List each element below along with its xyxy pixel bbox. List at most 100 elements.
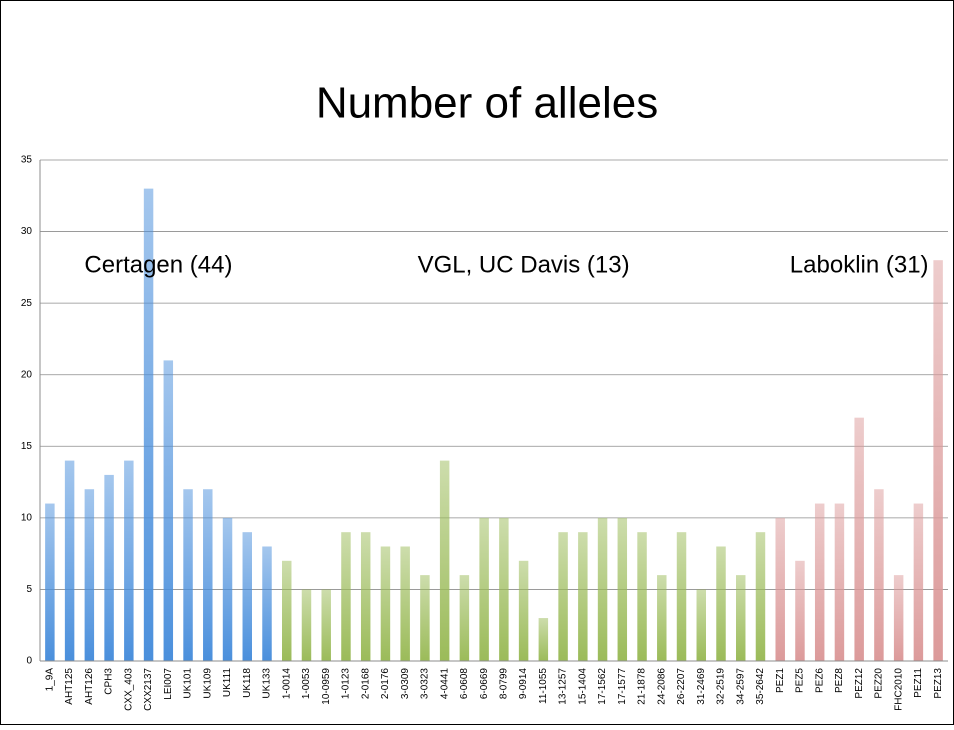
bar <box>538 618 549 661</box>
bar <box>282 560 292 661</box>
y-tick-label: 20 <box>21 369 33 380</box>
bar <box>242 532 252 661</box>
bar <box>341 532 351 661</box>
bar <box>45 503 55 661</box>
x-tick-label: CXX_403 <box>123 668 134 711</box>
x-tick-label: 1-0123 <box>341 668 352 700</box>
y-tick-label: 15 <box>21 441 33 452</box>
x-tick-label: UK101 <box>183 668 194 699</box>
x-tick-label: UK109 <box>202 668 213 699</box>
bar <box>183 489 193 661</box>
bar <box>420 575 430 661</box>
group-label: VGL, UC Davis (13) <box>418 251 630 278</box>
x-tick-label: 21-1878 <box>637 668 648 705</box>
bar <box>893 575 904 661</box>
bar <box>558 532 568 661</box>
bar <box>834 503 845 661</box>
bar <box>933 260 943 661</box>
y-tick-label: 35 <box>21 155 33 166</box>
x-tick-label: UK118 <box>242 668 253 698</box>
x-tick-label: 1_9A <box>45 668 56 692</box>
x-tick-label: 34-2597 <box>735 668 746 705</box>
x-tick-label: 26-2207 <box>676 668 687 705</box>
y-tick-label: 10 <box>21 512 33 523</box>
bar <box>597 517 608 661</box>
bar <box>301 589 312 661</box>
bar <box>874 489 884 661</box>
bar <box>321 589 331 661</box>
x-tick-label: 4-0441 <box>439 668 450 700</box>
x-tick-label: 2-0168 <box>360 668 371 700</box>
x-tick-label: PEZ12 <box>854 668 865 699</box>
bar <box>578 532 588 661</box>
x-tick-label: PEZ5 <box>795 668 806 693</box>
x-tick-label: 8-0799 <box>499 668 510 700</box>
bar <box>518 560 529 661</box>
bar <box>676 532 687 661</box>
bar <box>854 417 864 661</box>
bar <box>84 489 95 661</box>
bar <box>795 560 805 661</box>
bar <box>755 532 766 661</box>
x-tick-label: 32-2519 <box>716 668 727 705</box>
x-tick-label: 1-0053 <box>301 668 312 700</box>
bar <box>479 517 489 661</box>
x-tick-label: 3-0323 <box>420 668 431 700</box>
bar <box>400 546 410 661</box>
bar <box>716 546 726 661</box>
bar <box>657 575 667 661</box>
bar <box>696 589 706 661</box>
x-tick-label: 17-1562 <box>597 668 608 705</box>
group-label: Laboklin (31) <box>790 251 929 278</box>
x-tick-label: UK111 <box>222 668 233 698</box>
x-tick-label: PEZ11 <box>913 668 924 698</box>
bar <box>459 575 470 661</box>
bar <box>203 489 213 661</box>
x-tick-label: UK133 <box>262 668 273 699</box>
y-tick-label: 5 <box>26 584 32 595</box>
x-tick-label: 3-0309 <box>400 668 411 700</box>
x-tick-label: AHT126 <box>84 668 95 705</box>
x-tick-label: 15-1404 <box>577 668 588 705</box>
bar <box>64 460 75 661</box>
bar <box>617 517 628 661</box>
x-tick-label: CXX2137 <box>143 668 154 711</box>
x-tick-label: FHC2010 <box>893 668 904 711</box>
bar <box>775 517 785 661</box>
x-tick-label: 24-2086 <box>656 668 667 705</box>
chart-title: Number of alleles <box>316 79 658 128</box>
x-tick-label: 31-2469 <box>696 668 707 705</box>
x-tick-label: 35-2642 <box>755 668 766 705</box>
bar <box>360 532 371 661</box>
bar <box>104 474 114 661</box>
bar <box>499 517 509 661</box>
x-tick-label: PEZ13 <box>933 668 944 699</box>
x-tick-label: PEZ1 <box>775 668 786 693</box>
x-tick-label: PEZ8 <box>834 668 845 693</box>
x-tick-label: PEZ6 <box>814 668 825 693</box>
y-tick-label: 25 <box>21 298 33 309</box>
bar <box>163 360 174 661</box>
x-tick-label: 6-0669 <box>479 668 490 700</box>
x-tick-label: AHT125 <box>64 668 75 705</box>
x-tick-label: 17-1577 <box>617 668 628 705</box>
bar <box>736 575 746 661</box>
bar <box>913 503 924 661</box>
bar <box>262 546 272 661</box>
x-tick-label: CPH3 <box>104 668 115 695</box>
bar <box>222 517 233 661</box>
bar <box>124 460 134 661</box>
x-tick-label: 2-0176 <box>380 668 391 700</box>
bar <box>380 546 391 661</box>
x-tick-label: 9-0914 <box>518 668 529 700</box>
group-label: Certagen (44) <box>84 251 232 278</box>
bar <box>143 188 154 661</box>
bar <box>637 532 647 661</box>
x-tick-label: 10-0959 <box>321 668 332 705</box>
y-tick-label: 0 <box>26 656 32 667</box>
x-tick-label: 6-0608 <box>459 668 470 700</box>
x-tick-label: LEI007 <box>163 668 174 700</box>
bar <box>439 460 450 661</box>
